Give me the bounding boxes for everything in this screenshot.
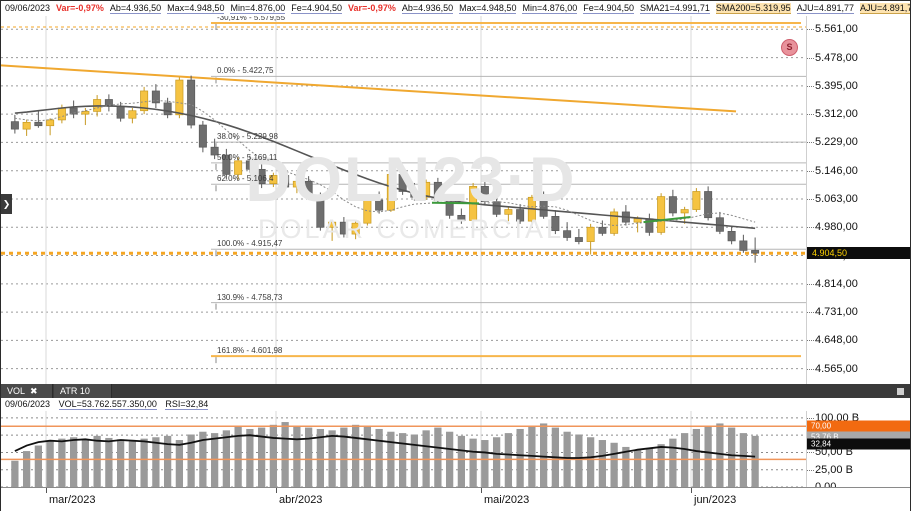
- tab-vol[interactable]: VOL ✖: [1, 384, 53, 398]
- axis-tick-dash: [807, 368, 814, 370]
- fib-level-label: 161.8% - 4.601,98: [217, 346, 283, 356]
- fib-level-label: 38.0% - 5.229,98: [217, 132, 278, 142]
- quote-field-aju: AJU=4.891,77: [859, 1, 910, 15]
- price-svg: [1, 16, 806, 384]
- fib-level-label: 100.0% - 4.915,47: [217, 239, 283, 249]
- quote-field-fe: Fe=4.904,50: [291, 3, 343, 14]
- date-axis-tick: [276, 488, 277, 493]
- quote-field-aju: AJU=4.891,77: [796, 3, 854, 14]
- date-axis-label: jun/2023: [694, 494, 737, 506]
- indicator-axis-label: 25,00 B: [815, 463, 853, 476]
- date-axis-tick: [46, 488, 47, 493]
- indicator-tick-dash: [807, 469, 814, 471]
- axis-tick-dash: [807, 340, 814, 342]
- price-plot: DOLN23·D DOLAR COMERCIAL -30,91% - 5.579…: [1, 16, 806, 384]
- axis-tick-dash: [807, 283, 814, 285]
- rsi-value: RSI=32,84: [165, 399, 209, 410]
- indicator-tick-dash: [807, 452, 814, 454]
- indicator-axis-label: 0,00: [815, 481, 837, 487]
- quote-field-min: Min=4.876,00: [230, 3, 286, 14]
- date-axis-label: abr/2023: [279, 494, 323, 506]
- indicator-tick-dash: [807, 417, 814, 419]
- price-axis-label: 4.648,00: [815, 334, 858, 347]
- fib-level-label: 130.9% - 4.758,73: [217, 292, 283, 302]
- price-axis-label: 5.229,00: [815, 136, 858, 149]
- indicator-axis[interactable]: 100,00 B75,00 B50,00 B25,00 B0,00 70,005…: [806, 411, 910, 487]
- expand-left-arrow-icon[interactable]: ❯: [1, 194, 12, 214]
- indicator-value-marker-orange: 70,00: [807, 420, 910, 432]
- quote-field-sma21: SMA21=4.991,71: [640, 3, 710, 14]
- fib-level-label: 50.0% - 5.169,11: [217, 152, 278, 162]
- axis-tick-dash: [807, 142, 814, 144]
- last-price-marker: 4.904,50: [807, 246, 910, 259]
- indicator-value-marker-black: 32,84: [807, 438, 910, 450]
- price-axis-label: 5.561,00: [815, 23, 858, 36]
- price-axis-label: 5.478,00: [815, 51, 858, 64]
- indicator-tab-bar: VOL ✖ ATR 10: [1, 384, 910, 398]
- quote-field-sma200: SMA200=5.319,95: [715, 3, 791, 14]
- axis-tick-dash: [807, 114, 814, 116]
- date-axis-tick: [691, 488, 692, 493]
- indicator-plot: [1, 411, 806, 487]
- quote-field-max: Max=4.948,50: [459, 3, 517, 14]
- price-pane: DOLN23·D DOLAR COMERCIAL -30,91% - 5.579…: [1, 16, 910, 384]
- price-axis-label: 5.312,00: [815, 108, 858, 121]
- fib-level-label: 62.0% - 5.106,4: [217, 174, 274, 184]
- axis-tick-dash: [807, 29, 814, 31]
- price-axis[interactable]: 5.561,00 5.478,00 5.395,00 5.312,00 5.229,00…: [806, 16, 910, 384]
- indicator-info-bar: 09/06/2023 VOL=53.762.557.350,00 RSI=32,…: [1, 398, 910, 411]
- date-axis-label: mai/2023: [484, 494, 530, 506]
- quote-info-bar: 09/06/2023 Var=-0,97% Ab=4.936,50 Max=4.948…: [1, 1, 910, 16]
- price-axis-label: 4.731,00: [815, 306, 858, 319]
- tab-atr-10[interactable]: ATR 10: [54, 384, 112, 398]
- price-axis-label: 5.063,00: [815, 192, 858, 205]
- tab-atr-label: ATR 10: [60, 386, 90, 396]
- quote-field-ab: Ab=4.936,50: [401, 3, 454, 14]
- axis-tick-dash: [807, 85, 814, 87]
- axis-tick-dash: [807, 198, 814, 200]
- price-axis-label: 5.146,00: [815, 164, 858, 177]
- split-event-badge-icon[interactable]: S: [781, 39, 798, 56]
- tab-vol-label: VOL: [7, 386, 26, 396]
- close-icon[interactable]: ✖: [30, 386, 38, 396]
- indicator-pane: 100,00 B75,00 B50,00 B25,00 B0,00 70,005…: [1, 411, 910, 487]
- indicator-svg: [1, 411, 806, 487]
- indicator-date: 09/06/2023: [5, 399, 51, 409]
- quote-field-var: Var=-0,97%: [56, 3, 104, 13]
- date-axis-label: mar/2023: [49, 494, 96, 506]
- quote-field-ab: Ab=4.936,50: [109, 3, 162, 14]
- volume-value: VOL=53.762.557.350,00: [58, 399, 157, 410]
- price-axis-label: 5.395,00: [815, 79, 858, 92]
- axis-tick-dash: [807, 227, 814, 229]
- price-axis-label: 4.814,00: [815, 277, 858, 290]
- date-axis[interactable]: mar/2023 abr/2023 mai/2023 jun/2023: [1, 487, 910, 512]
- axis-tick-dash: [807, 170, 814, 172]
- quote-field-var: Var=-0,97%: [348, 3, 396, 13]
- axis-tick-dash: [807, 312, 814, 314]
- date-axis-tick: [481, 488, 482, 493]
- axis-tick-dash: [807, 57, 814, 59]
- panel-collapse-icon[interactable]: [897, 388, 904, 395]
- quote-date: 09/06/2023: [5, 3, 51, 13]
- price-axis-label: 4.980,00: [815, 221, 858, 234]
- indicator-value-marker-gray: 53,76 B: [807, 431, 910, 443]
- quote-field-fe: Fe=4.904,50: [583, 3, 635, 14]
- quote-field-max: Max=4.948,50: [167, 3, 225, 14]
- fib-level-label: 0.0% - 5.422,75: [217, 66, 274, 76]
- quote-field-min: Min=4.876,00: [522, 3, 578, 14]
- price-axis-label: 4.565,00: [815, 362, 858, 375]
- fib-level-label: -30,91% - 5.579,55: [217, 16, 286, 22]
